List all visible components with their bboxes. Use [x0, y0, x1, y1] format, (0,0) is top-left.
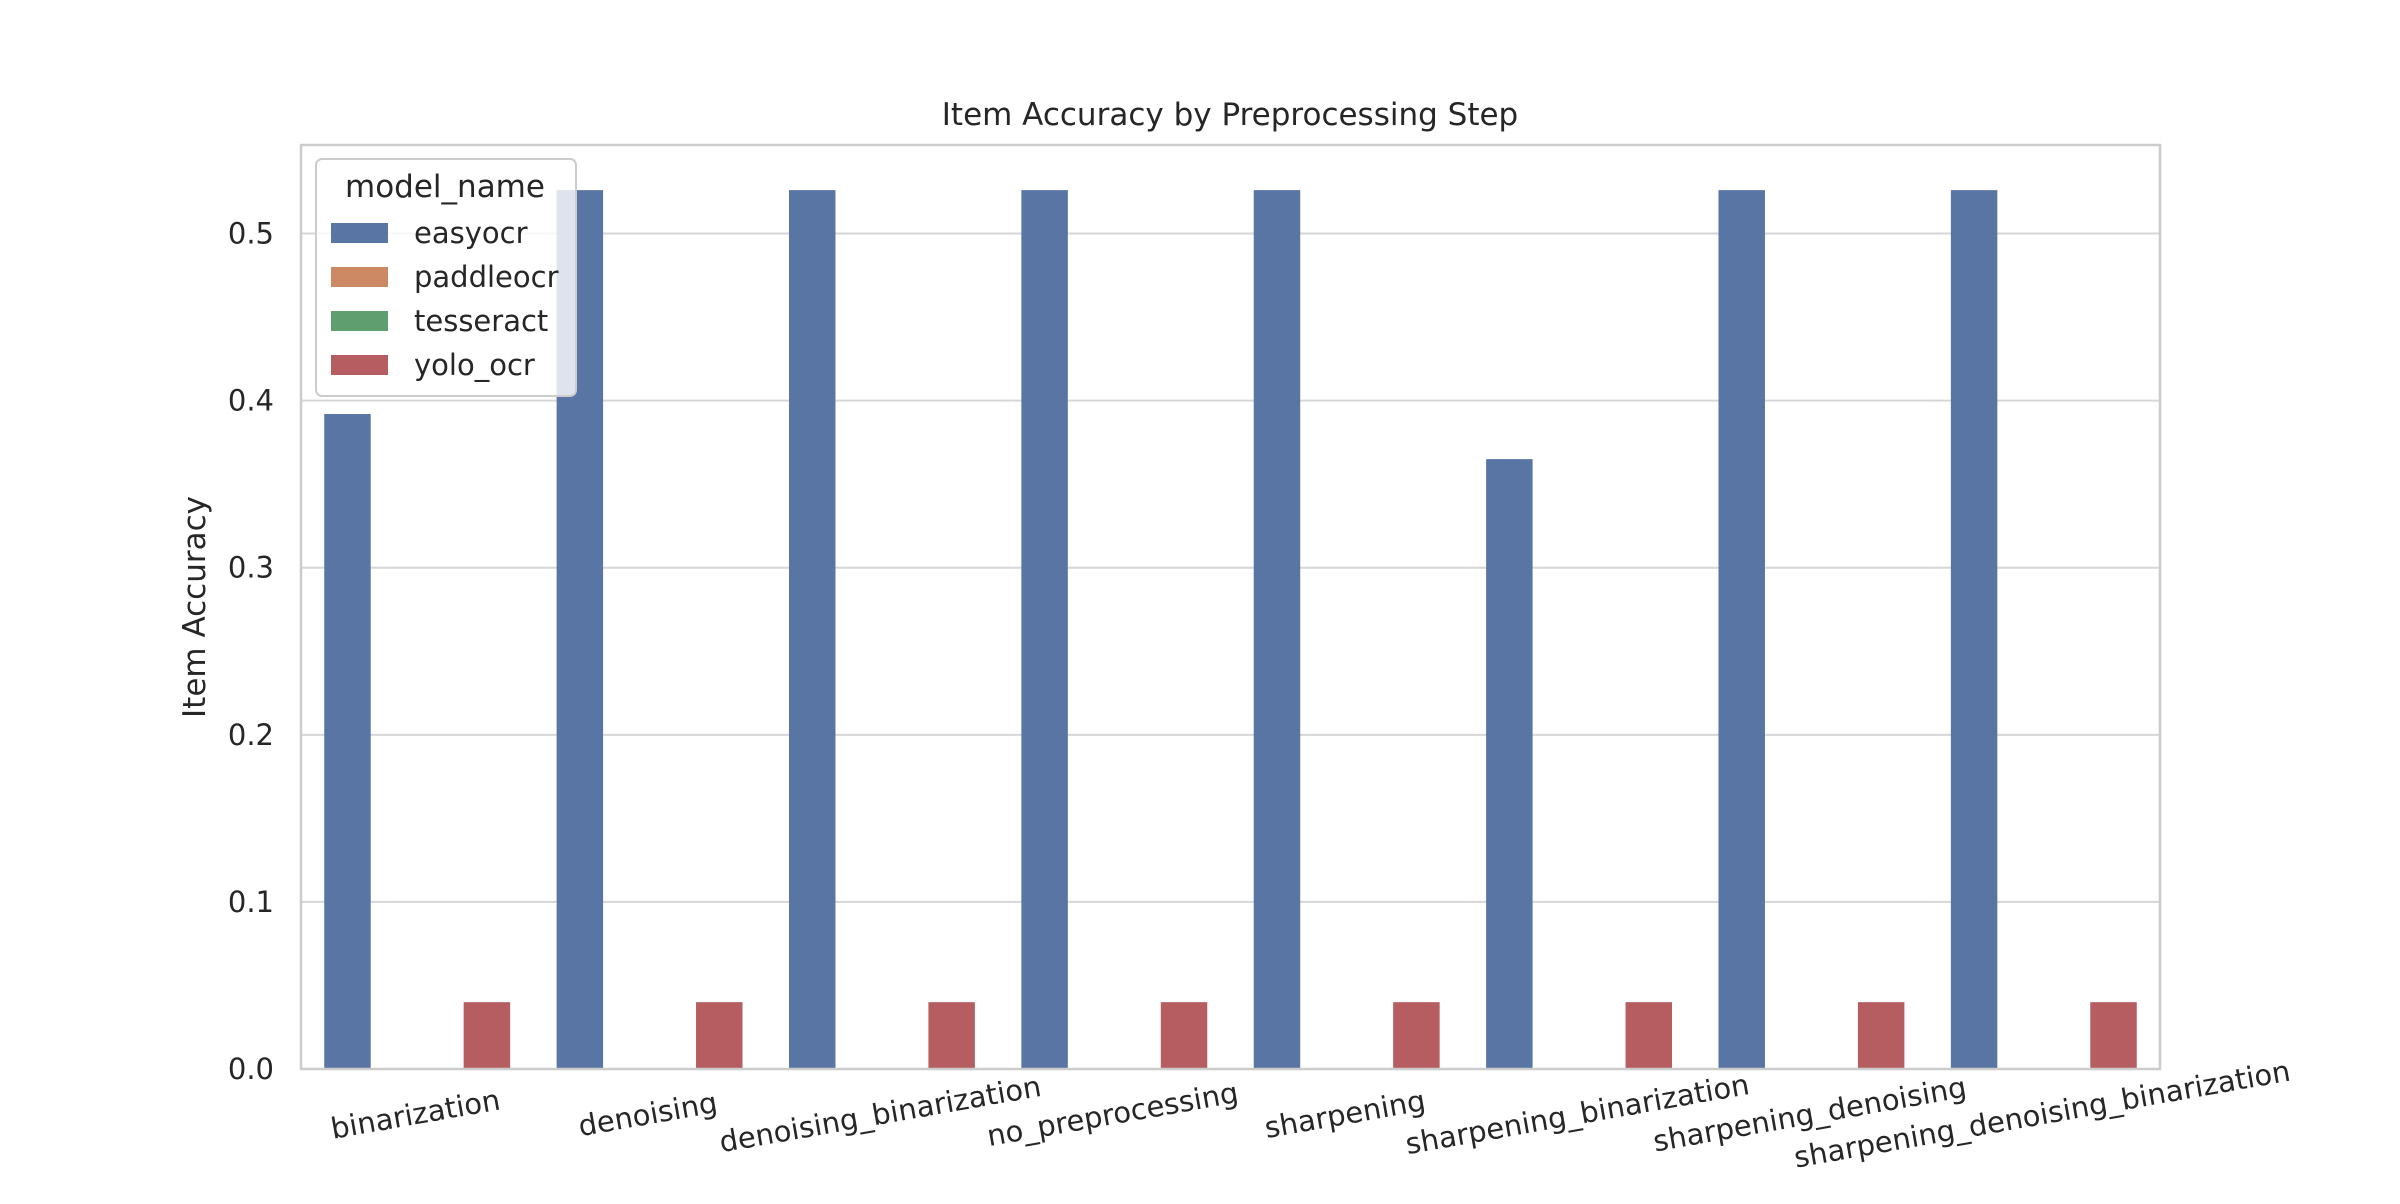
- y-axis-ticks: 0.0 0.1 0.2 0.3 0.4 0.5: [228, 217, 274, 1086]
- bar-yolo_ocr: [696, 1002, 743, 1069]
- legend-swatch-yolo_ocr: [331, 355, 388, 375]
- y-tick-label: 0.2: [228, 718, 274, 752]
- bar-yolo_ocr: [2090, 1002, 2137, 1069]
- y-tick-label: 0.1: [228, 885, 274, 919]
- bar-easyocr: [1021, 190, 1068, 1070]
- bar-easyocr: [788, 190, 836, 1070]
- legend-frame: [315, 158, 577, 397]
- bar-yolo_ocr: [1393, 1002, 1440, 1069]
- legend-items: easyocr paddleocr tesseract yolo_ocr: [331, 216, 559, 382]
- y-axis-label: Item Accuracy: [177, 496, 213, 718]
- y-tick-label: 0.3: [228, 551, 274, 585]
- bar-easyocr: [1486, 459, 1533, 1069]
- legend-swatch-paddleocr: [331, 267, 388, 287]
- bar-yolo_ocr: [928, 1002, 975, 1069]
- bar-yolo_ocr: [1625, 1002, 1673, 1069]
- bars: [324, 190, 2137, 1070]
- y-tick-label: 0.5: [228, 217, 274, 251]
- bar-easyocr: [1253, 190, 1301, 1070]
- chart-title: Item Accuracy by Preprocessing Step: [942, 97, 1518, 133]
- legend-swatch-tesseract: [331, 311, 388, 331]
- legend-label-tesseract: tesseract: [414, 304, 548, 338]
- bar-yolo_ocr: [463, 1002, 511, 1069]
- bar-easyocr: [1950, 190, 1998, 1070]
- legend-label-paddleocr: paddleocr: [414, 260, 559, 294]
- legend-label-yolo_ocr: yolo_ocr: [414, 348, 535, 382]
- legend-label-easyocr: easyocr: [414, 216, 528, 250]
- legend: model_name easyocr paddleocr tesseract yolo…: [315, 158, 577, 397]
- legend-title: model_name: [345, 169, 545, 205]
- plot-frame: [299, 143, 2162, 1071]
- bar-easyocr: [1718, 190, 1765, 1070]
- y-tick-label: 0.0: [228, 1052, 274, 1086]
- legend-swatch-easyocr: [331, 223, 388, 243]
- y-tick-label: 0.4: [228, 384, 274, 418]
- bar-yolo_ocr: [1857, 1002, 1905, 1069]
- bar-easyocr: [324, 414, 371, 1069]
- bar-yolo_ocr: [1160, 1002, 1208, 1069]
